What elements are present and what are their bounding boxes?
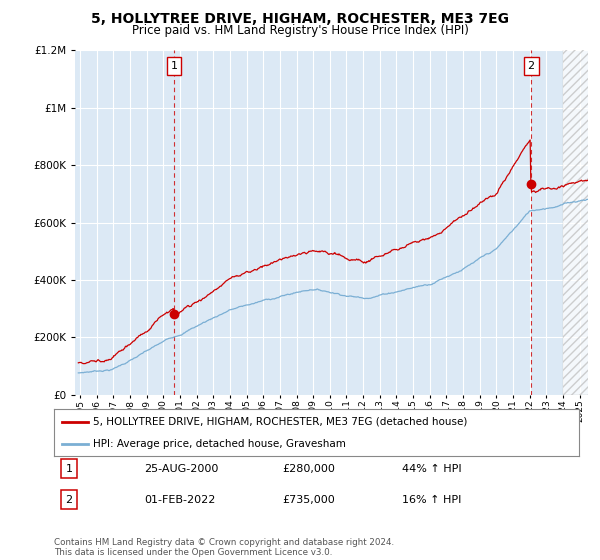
Text: HPI: Average price, detached house, Gravesham: HPI: Average price, detached house, Grav… xyxy=(94,438,346,449)
Text: £735,000: £735,000 xyxy=(282,494,335,505)
Text: Price paid vs. HM Land Registry's House Price Index (HPI): Price paid vs. HM Land Registry's House … xyxy=(131,24,469,37)
Text: 5, HOLLYTREE DRIVE, HIGHAM, ROCHESTER, ME3 7EG: 5, HOLLYTREE DRIVE, HIGHAM, ROCHESTER, M… xyxy=(91,12,509,26)
Text: 1: 1 xyxy=(170,60,178,71)
Text: 44% ↑ HPI: 44% ↑ HPI xyxy=(402,464,461,474)
Text: 16% ↑ HPI: 16% ↑ HPI xyxy=(402,494,461,505)
Text: 2: 2 xyxy=(527,60,535,71)
Text: Contains HM Land Registry data © Crown copyright and database right 2024.
This d: Contains HM Land Registry data © Crown c… xyxy=(54,538,394,557)
Text: £280,000: £280,000 xyxy=(282,464,335,474)
Text: 25-AUG-2000: 25-AUG-2000 xyxy=(144,464,218,474)
Text: 1: 1 xyxy=(65,464,73,474)
Text: 01-FEB-2022: 01-FEB-2022 xyxy=(144,494,215,505)
Text: 5, HOLLYTREE DRIVE, HIGHAM, ROCHESTER, ME3 7EG (detached house): 5, HOLLYTREE DRIVE, HIGHAM, ROCHESTER, M… xyxy=(94,417,468,427)
Text: 2: 2 xyxy=(65,494,73,505)
